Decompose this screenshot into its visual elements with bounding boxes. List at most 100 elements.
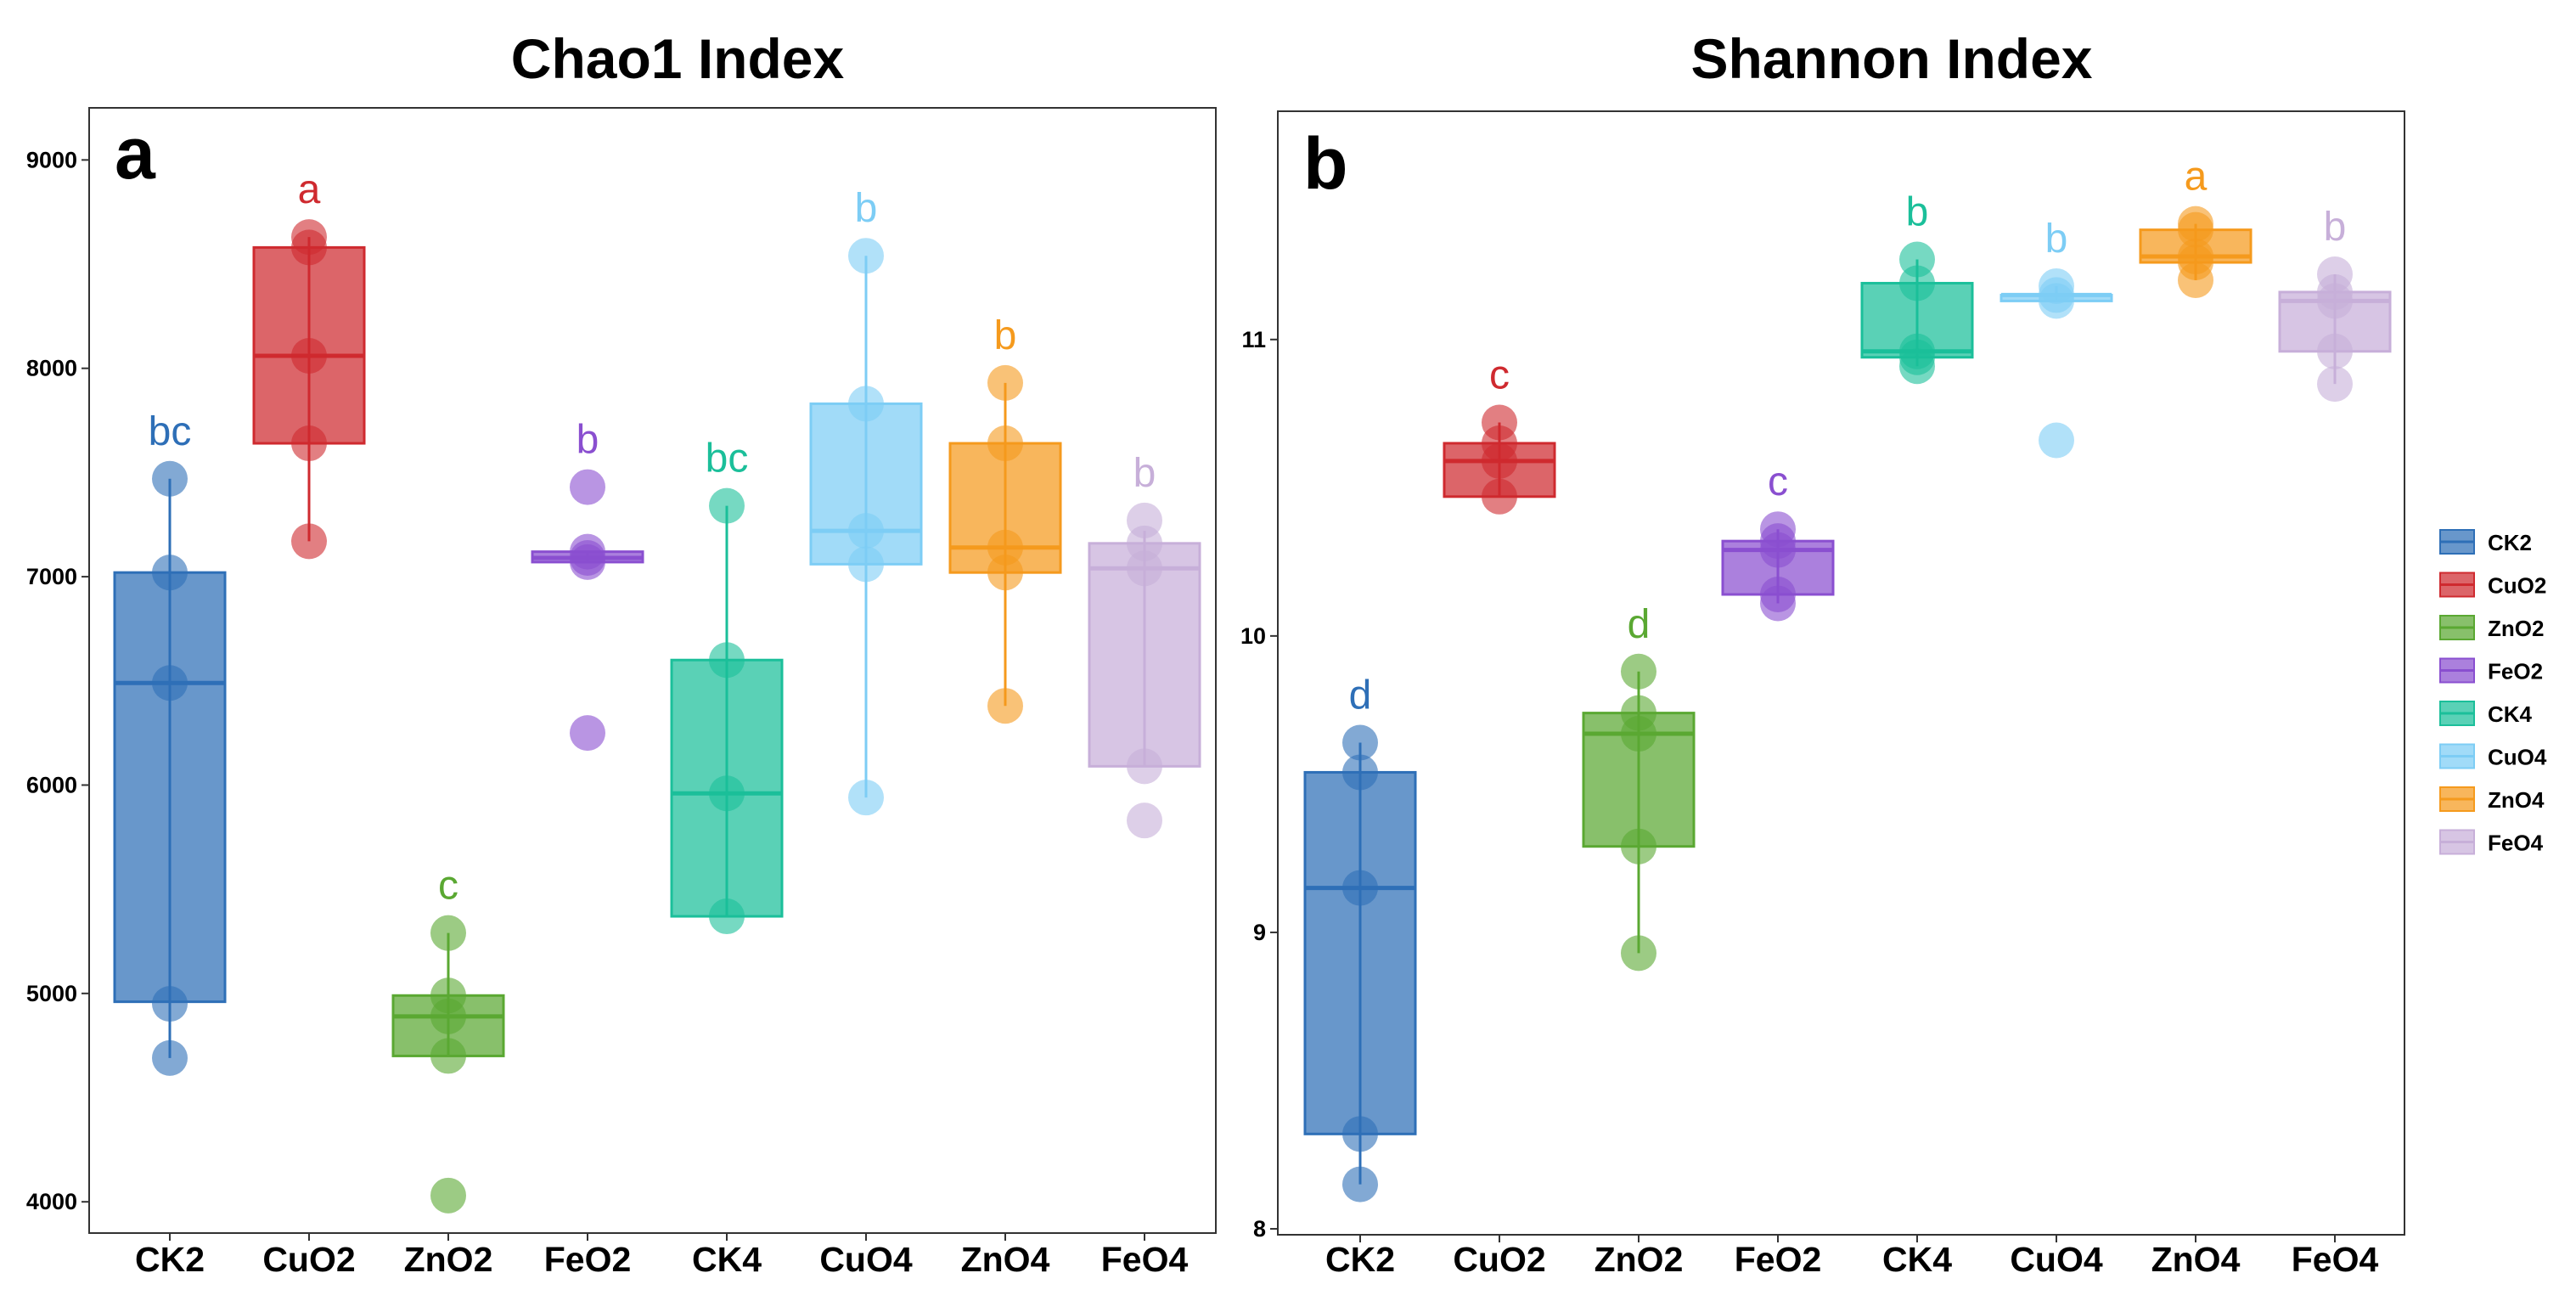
data-point — [1482, 478, 1517, 515]
panel-label-a: a — [115, 113, 156, 194]
y-tick-label: 11 — [1241, 327, 1266, 352]
data-point — [709, 487, 745, 524]
legend-label: ZnO4 — [2488, 787, 2545, 813]
x-tick-label: CuO2 — [262, 1240, 355, 1279]
legend-label: CuO2 — [2488, 573, 2546, 599]
legend-item-cuo2: CuO2 — [2439, 572, 2546, 599]
box-group-ck2: bc — [113, 409, 227, 1076]
significance-label: b — [855, 186, 878, 231]
data-point — [152, 986, 188, 1022]
data-point — [152, 460, 188, 497]
data-point — [1342, 1166, 1378, 1202]
y-tick-label: 7000 — [26, 564, 77, 589]
data-point — [848, 780, 884, 816]
box-group-zno2: d — [1582, 602, 1696, 972]
legend-label: FeO4 — [2488, 831, 2544, 856]
x-tick-label: FeO2 — [1735, 1240, 1822, 1279]
legend-item-ck4: CK4 — [2439, 701, 2533, 727]
x-axis-shannon: CK2 CuO2 ZnO2 FeO2 CK4 CuO4 ZnO4 FeO4 — [1325, 1235, 2378, 1279]
data-point — [2178, 206, 2213, 242]
data-point — [1621, 695, 1656, 731]
box-group-feo2: b — [531, 418, 644, 752]
box-group-zno4: a — [2139, 155, 2253, 298]
y-tick-label: 9 — [1253, 920, 1266, 945]
data-point — [1760, 576, 1796, 612]
box-group-cuo2: a — [252, 167, 366, 560]
y-tick-label: 10 — [1240, 623, 1266, 649]
data-point — [2178, 239, 2213, 275]
legend-label: ZnO2 — [2488, 616, 2544, 641]
data-point — [1127, 550, 1162, 587]
box-group-feo2: c — [1721, 459, 1835, 622]
data-point — [2317, 366, 2353, 403]
legend-label: CK2 — [2488, 530, 2532, 555]
data-point — [430, 915, 466, 951]
data-point — [1760, 511, 1796, 548]
x-tick-label: ZnO2 — [404, 1240, 493, 1279]
data-point — [987, 555, 1023, 591]
data-point — [152, 555, 188, 591]
box — [1303, 770, 1417, 1135]
significance-label: b — [577, 418, 599, 463]
x-tick-label: ZnO4 — [2151, 1240, 2241, 1279]
data-point — [987, 425, 1023, 462]
significance-label: b — [994, 313, 1017, 358]
y-tick-label: 6000 — [26, 772, 77, 797]
significance-label: c — [1489, 353, 1510, 398]
data-point — [1342, 724, 1378, 761]
x-tick-label: CuO4 — [819, 1240, 913, 1279]
box-group-zno4: b — [948, 313, 1062, 724]
chart-title-chao1: Chao1 Index — [511, 27, 845, 90]
y-tick-label: 8 — [1253, 1216, 1266, 1242]
legend-item-ck2: CK2 — [2439, 529, 2532, 555]
y-axis-shannon: 8 9 10 11 — [1240, 327, 1278, 1242]
data-point — [987, 688, 1023, 724]
legend-label: CuO4 — [2488, 745, 2547, 770]
data-point — [848, 386, 884, 422]
data-point — [1621, 828, 1656, 865]
box-group-feo4: b — [2278, 205, 2392, 403]
data-point — [2039, 422, 2074, 459]
significance-label: b — [2324, 205, 2347, 250]
data-point — [430, 1038, 466, 1074]
box-group-cuo4: b — [809, 186, 923, 816]
significance-label: c — [1768, 459, 1788, 504]
x-tick-label: ZnO4 — [961, 1240, 1050, 1279]
x-tick-label: CuO2 — [1453, 1240, 1545, 1279]
data-point — [1482, 404, 1517, 441]
panel-chao1: Chao1 Index a 4000 5000 6000 7000 8000 9000 b… — [26, 27, 1217, 1279]
y-tick-label: 9000 — [26, 147, 77, 172]
data-point — [2317, 256, 2353, 292]
data-point — [570, 469, 605, 505]
data-point — [430, 977, 466, 1014]
marks-chao1: bc a c b bc b b b — [113, 167, 1201, 1214]
significance-label: bc — [706, 436, 749, 482]
data-point — [848, 546, 884, 583]
data-point — [848, 513, 884, 549]
box-group-cuo4: b — [1999, 217, 2113, 459]
significance-label: a — [2185, 155, 2208, 200]
x-tick-label: ZnO2 — [1595, 1240, 1684, 1279]
plot-frame-shannon — [1277, 110, 2405, 1236]
box-group-ck4: bc — [670, 436, 784, 935]
box-group-zno2: c — [391, 864, 505, 1214]
x-tick-label: FeO4 — [2292, 1240, 2379, 1279]
data-point — [570, 715, 605, 752]
legend-item-feo2: FeO2 — [2439, 657, 2543, 684]
x-tick-label: CK2 — [1325, 1240, 1395, 1279]
x-axis-chao1: CK2 CuO2 ZnO2 FeO2 CK4 CuO4 ZnO4 FeO4 — [135, 1233, 1188, 1279]
data-point — [1127, 502, 1162, 538]
data-point — [291, 523, 327, 560]
chart-title-shannon: Shannon Index — [1690, 27, 2092, 90]
significance-label: b — [1906, 190, 1929, 235]
data-point — [709, 642, 745, 679]
significance-label: a — [298, 167, 321, 212]
x-tick-label: CK2 — [135, 1240, 205, 1279]
significance-label: c — [438, 864, 458, 909]
data-point — [1342, 870, 1378, 906]
data-point — [1621, 653, 1656, 690]
x-tick-label: CK4 — [692, 1240, 762, 1279]
box — [113, 571, 227, 1004]
